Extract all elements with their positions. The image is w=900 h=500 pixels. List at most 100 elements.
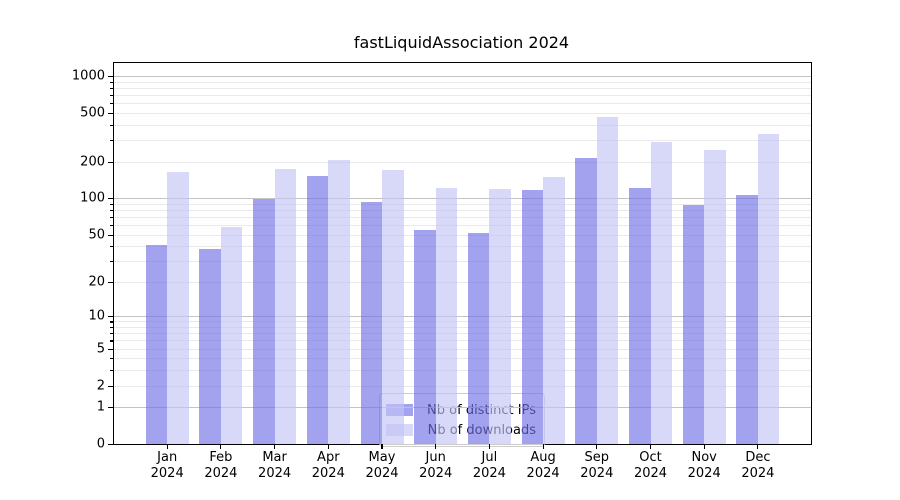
x-label-month: Apr <box>317 450 340 465</box>
x-label-year: 2024 <box>150 466 184 481</box>
bar-downloads-aug <box>543 176 565 444</box>
x-label-month: Aug <box>530 450 556 465</box>
y-tick-200 <box>107 161 113 163</box>
gridline-minor-300 <box>114 140 811 142</box>
x-label-month: Nov <box>691 450 717 465</box>
y-minor-tick-60 <box>109 225 113 227</box>
gridline-minor-80 <box>114 210 811 211</box>
bar-downloads-may <box>382 169 404 444</box>
x-label-month: Mar <box>262 450 287 465</box>
x-tick-apr <box>327 444 329 449</box>
y-axis-tick-label-1: 1 <box>96 399 105 415</box>
y-axis-tick-label-0: 0 <box>96 436 105 452</box>
gridline-minor-600 <box>114 103 811 105</box>
y-axis-tick-label-500: 500 <box>80 105 105 121</box>
gridline-minor-200 <box>114 161 811 163</box>
bar-downloads-jul <box>489 189 511 444</box>
bar-distinct-ips-jun <box>414 229 436 444</box>
y-tick-10 <box>107 316 113 318</box>
bar-downloads-jan <box>167 171 189 444</box>
bar-downloads-feb <box>220 226 243 444</box>
y-minor-tick-80 <box>109 210 113 212</box>
x-tick-aug <box>542 444 544 449</box>
bar-distinct-ips-aug <box>521 190 544 444</box>
gridline-minor-20 <box>114 281 811 283</box>
y-minor-tick-4 <box>109 358 113 360</box>
y-minor-tick-7 <box>109 333 113 335</box>
x-label-month: Jul <box>481 450 498 465</box>
gridline-minor-90 <box>114 203 811 205</box>
gridline-major-1 <box>114 407 811 409</box>
bar-downloads-sep <box>596 117 619 444</box>
gridline-minor-8 <box>114 327 811 328</box>
y-minor-tick-8 <box>109 327 113 329</box>
chart-title: fastLiquidAssociation 2024 <box>353 33 570 52</box>
x-axis-tick-label-apr: Apr 2024 <box>296 450 360 482</box>
y-minor-tick-6 <box>109 340 113 342</box>
gridline-minor-9 <box>114 321 811 323</box>
bar-distinct-ips-feb <box>199 248 221 444</box>
legend-item-distinct-ips: Nb of distinct IPs <box>386 400 536 420</box>
y-tick-2 <box>107 385 113 387</box>
gridline-minor-7 <box>114 333 811 335</box>
y-tick-0 <box>107 444 113 446</box>
x-tick-nov <box>703 444 705 449</box>
x-label-year: 2024 <box>633 466 668 481</box>
x-label-month: Jun <box>425 450 446 465</box>
bar-distinct-ips-jul <box>467 232 490 444</box>
x-tick-jul <box>488 444 490 449</box>
legend: Nb of distinct IPs Nb of downloads <box>379 393 545 447</box>
x-tick-may <box>381 444 383 449</box>
x-label-month: Feb <box>209 450 233 465</box>
x-tick-oct <box>649 444 652 449</box>
x-label-year: 2024 <box>472 466 506 481</box>
x-axis-tick-label-nov: Nov 2024 <box>672 450 736 482</box>
bar-distinct-ips-mar <box>253 199 275 444</box>
gridline-minor-40 <box>114 246 811 248</box>
x-label-year: 2024 <box>526 466 560 481</box>
gridline-minor-900 <box>114 81 811 83</box>
x-label-year: 2024 <box>311 466 345 481</box>
x-label-year: 2024 <box>204 466 238 481</box>
x-axis-tick-label-dec: Dec 2024 <box>726 450 790 482</box>
x-tick-dec <box>757 444 759 449</box>
gridline-minor-3 <box>114 370 811 372</box>
y-minor-tick-600 <box>109 103 113 105</box>
bar-distinct-ips-nov <box>682 205 705 444</box>
x-label-month: Sep <box>584 450 610 465</box>
gridline-minor-500 <box>114 113 811 114</box>
x-tick-feb <box>220 444 222 449</box>
x-label-year: 2024 <box>419 466 453 481</box>
bar-distinct-ips-dec <box>736 194 758 444</box>
bar-downloads-mar <box>274 168 297 444</box>
y-tick-1 <box>107 407 113 409</box>
y-tick-100 <box>107 198 113 200</box>
gridline-minor-60 <box>114 225 811 227</box>
y-minor-tick-40 <box>109 246 113 248</box>
bar-distinct-ips-jan <box>145 245 168 444</box>
x-axis-tick-label-jan: Jan 2024 <box>135 450 199 482</box>
gridline-minor-2 <box>114 385 811 387</box>
y-axis-tick-label-200: 200 <box>80 154 105 170</box>
bar-downloads-apr <box>328 160 350 444</box>
y-axis-tick-label-5: 5 <box>96 341 105 357</box>
bar-downloads-oct <box>650 141 672 444</box>
y-tick-500 <box>107 113 113 115</box>
y-tick-1000 <box>107 76 113 78</box>
y-tick-5 <box>107 348 113 350</box>
gridline-minor-5 <box>114 348 811 350</box>
x-axis-tick-label-oct: Oct 2024 <box>619 450 683 482</box>
gridline-minor-700 <box>114 95 811 97</box>
x-tick-jan <box>166 444 168 449</box>
gridline-minor-4 <box>114 358 811 360</box>
x-tick-jun <box>435 444 437 449</box>
x-label-year: 2024 <box>580 466 614 481</box>
bar-distinct-ips-oct <box>629 188 651 444</box>
y-axis-tick-label-20: 20 <box>88 274 105 290</box>
bar-downloads-dec <box>757 134 780 444</box>
x-label-year: 2024 <box>741 466 775 481</box>
legend-item-downloads: Nb of downloads <box>386 420 536 440</box>
y-axis-tick-label-2: 2 <box>96 378 105 393</box>
x-axis-tick-label-aug: Aug 2024 <box>511 450 575 482</box>
